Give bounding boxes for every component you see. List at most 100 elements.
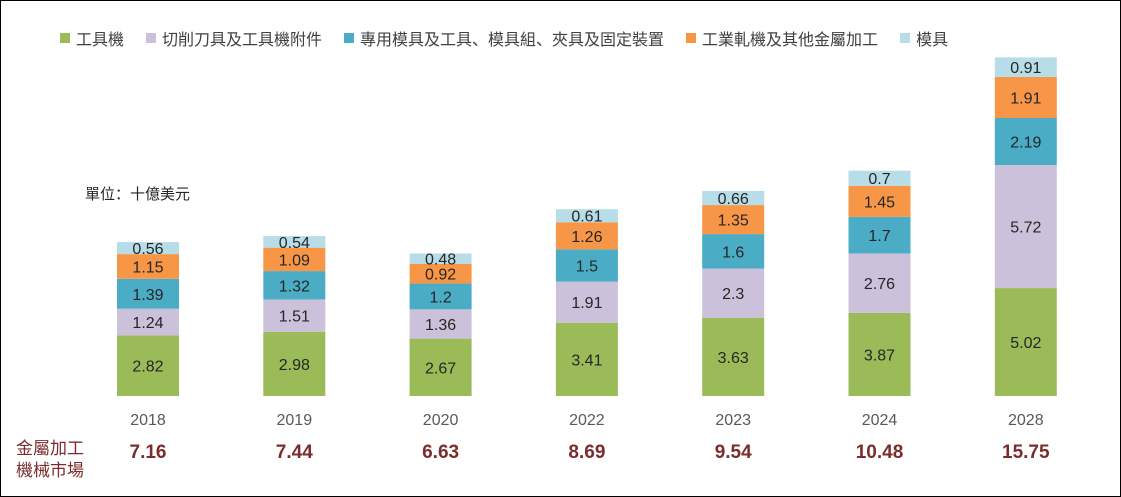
legend-swatch [146,33,157,43]
legend-label: 工具機 [76,30,125,49]
bar-segment [117,335,179,396]
legend-swatch [900,33,911,43]
data-label: 0.48 [425,252,456,269]
bar-segment [555,209,618,223]
bar-segment [848,253,911,313]
bar-segment [848,216,911,254]
total-label: 6.63 [422,442,459,463]
bar-segment [409,263,472,284]
legend-swatch [344,33,355,43]
data-label: 5.02 [1010,335,1041,352]
legend-label: 工業軋機及其他金屬加工 [702,30,879,49]
bar-segment [409,283,472,310]
data-label: 5.72 [1010,220,1041,237]
bar-segment [994,118,1057,166]
bar-segment [263,271,326,300]
bar-segment [117,308,179,336]
total-label: 10.48 [856,442,904,463]
total-label: 8.69 [568,442,605,463]
data-label: 1.26 [571,229,602,246]
legend-swatch [60,33,70,43]
data-label: 1.7 [868,228,890,245]
data-label: 1.91 [1010,90,1041,107]
data-label: 1.5 [576,258,598,275]
data-label: 3.87 [864,347,895,364]
legend-item: 模具 [900,26,948,50]
x-tick-label: 2020 [423,412,459,429]
total-label: 9.54 [715,442,752,463]
data-label: 0.91 [1010,60,1041,77]
data-label: 0.54 [279,235,310,252]
legend-item: 切削刀具及工具機附件 [146,26,322,50]
data-label: 2.98 [279,357,310,374]
data-label: 2.3 [722,286,744,303]
bar-segment [409,253,472,264]
data-label: 0.56 [132,241,163,258]
data-label: 1.36 [425,317,456,334]
legend-label: 切削刀具及工具機附件 [162,30,323,49]
data-label: 1.2 [429,289,451,306]
bar-segment [117,278,179,309]
bar-segment [263,236,326,248]
bar-segment [848,170,911,186]
bar-segment [848,312,911,396]
data-label: 2.19 [1010,135,1041,152]
data-label: 1.32 [279,278,310,295]
data-label: 3.41 [571,352,602,369]
bar-segment [994,165,1057,289]
bar-segment [555,281,618,323]
bar-segment [409,338,472,396]
total-label: 7.44 [276,442,313,463]
data-label: 1.09 [279,252,310,269]
data-label: 0.66 [718,191,749,208]
legend-item: 專用模具及工具、模具組、夾具及固定裝置 [344,26,664,50]
totals-label-line-1: 金屬加工 [16,439,84,459]
totals-label-line-2: 機械市場 [16,461,84,481]
bar-segment [994,288,1057,396]
legend-label: 模具 [916,30,949,49]
bar-segment [555,249,618,282]
bar-segment [263,247,326,272]
data-label: 1.6 [722,244,744,261]
data-label: 1.45 [864,194,895,211]
x-tick-label: 2024 [862,412,898,429]
bar-segment [848,185,911,217]
legend-swatch [686,33,697,43]
bar-segment [702,205,765,235]
data-label: 0.92 [425,267,456,284]
data-label: 1.15 [132,259,163,276]
data-label: 2.76 [864,276,895,293]
data-label: 2.67 [425,360,456,377]
legend: 工具機 切削刀具及工具機附件 專用模具及工具、模具組、夾具及固定裝置 工業軋機及其他金… [60,26,948,50]
total-label: 15.75 [1002,442,1050,463]
legend-item: 工業軋機及其他金屬加工 [686,26,878,50]
total-label: 7.16 [130,442,167,463]
bar-segment [555,322,618,396]
data-label: 1.35 [718,213,749,230]
legend-label: 專用模具及工具、模具組、夾具及固定裝置 [360,30,665,49]
legend-item: 工具機 [60,26,124,50]
x-tick-label: 2019 [277,412,313,429]
bar-segment [263,299,326,332]
data-label: 3.63 [718,350,749,367]
bar-segment [117,242,179,255]
bar-segment [994,57,1057,77]
data-label: 1.39 [132,287,163,304]
bar-segment [702,234,765,269]
bar-segment [117,254,179,279]
unit-label: 單位：十億美元 [85,185,191,203]
x-tick-label: 2023 [715,412,751,429]
x-tick-label: 2018 [130,412,166,429]
bar-segment [409,309,472,339]
bar-segment [702,190,765,206]
data-label: 2.82 [132,359,163,376]
bar-segment [555,222,618,250]
data-label: 1.24 [132,315,163,332]
x-tick-label: 2028 [1008,412,1044,429]
bar-segment [263,331,326,396]
bar-segment [994,76,1057,119]
bar-segment [702,317,765,396]
data-label: 0.61 [571,209,602,226]
x-tick-label: 2022 [569,412,605,429]
